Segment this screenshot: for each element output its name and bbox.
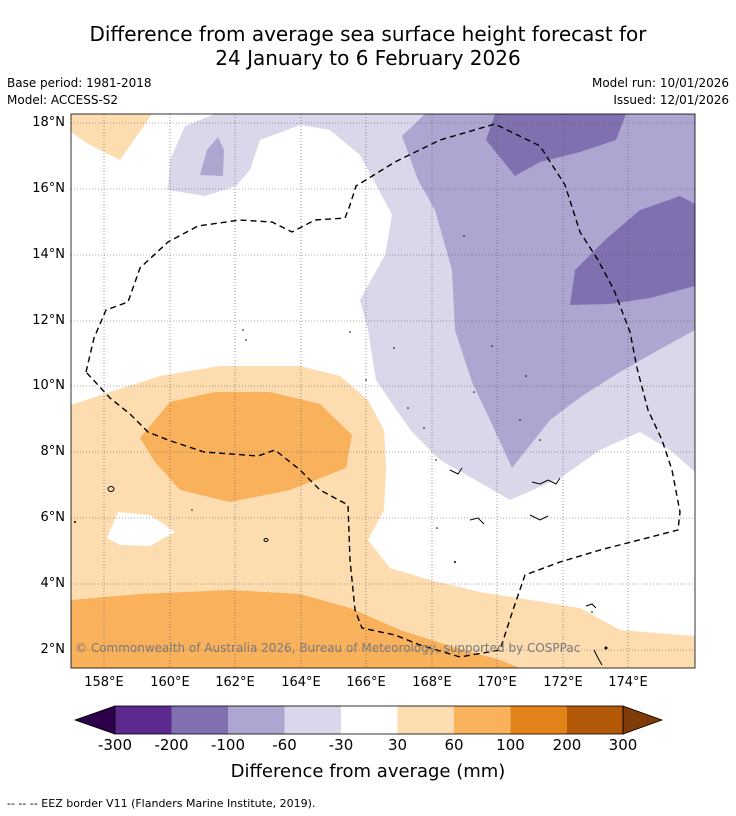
contour-neg60-100-islet	[200, 137, 224, 176]
copyright-credit: © Commonwealth of Australia 2026, Bureau…	[75, 641, 581, 655]
lat-label: 4°N	[40, 576, 66, 591]
lat-label: 6°N	[40, 510, 66, 525]
meta-right: Model run: 10/01/2026 Issued: 12/01/2026	[592, 75, 729, 109]
colorbar-bin-4	[284, 706, 341, 734]
contour-white-hole	[107, 512, 175, 546]
colorbar-extend-high	[622, 705, 664, 735]
lon-label: 172°E	[543, 675, 583, 690]
colorbar-tick: 200	[552, 736, 582, 754]
lat-label: 16°N	[32, 181, 65, 196]
colorbar-bin-2	[171, 706, 228, 734]
contour-60-100-core	[140, 392, 352, 502]
base-period: Base period: 1981-2018	[7, 76, 152, 90]
lon-label: 164°E	[281, 675, 321, 690]
atoll-outlines	[107, 467, 603, 666]
eez-legend-note: -- -- -- EEZ border V11 (Flanders Marine…	[7, 797, 316, 810]
colorbar-extend-low	[73, 705, 116, 735]
lon-label: 160°E	[150, 675, 190, 690]
lon-label: 174°E	[608, 675, 648, 690]
graticule	[71, 114, 695, 668]
colorbar-frame	[114, 705, 624, 735]
chart-title: Difference from average sea surface heig…	[0, 22, 736, 70]
contour-neg60-100	[402, 114, 695, 468]
contour-neg100-200-east	[570, 196, 695, 305]
colorbar	[73, 705, 664, 735]
issued-date: Issued: 12/01/2026	[613, 93, 729, 107]
model-run: Model run: 10/01/2026	[591, 76, 729, 90]
meta-left: Base period: 1981-2018 Model: ACCESS-S2	[7, 75, 152, 109]
colorbar-bin-5	[341, 706, 398, 734]
title-line-1: Difference from average sea surface heig…	[89, 22, 647, 46]
colorbar-title: Difference from average (mm)	[230, 761, 506, 782]
lat-label: 8°N	[40, 444, 66, 459]
colorbar-bin-1	[115, 706, 172, 734]
lat-label: 18°N	[32, 115, 65, 130]
lat-label: 10°N	[32, 378, 65, 393]
colorbar-bin-3	[228, 706, 285, 734]
lon-label: 166°E	[346, 675, 386, 690]
lon-label: 170°E	[477, 675, 517, 690]
colorbar-bin-9	[567, 706, 623, 734]
colorbar-tick: 60	[444, 736, 464, 754]
colorbar-bin-6	[397, 706, 454, 734]
lon-label: 168°E	[412, 675, 452, 690]
colorbar-tick: -300	[97, 736, 133, 754]
colorbar-tick: 100	[496, 736, 525, 754]
islet-dots	[74, 235, 608, 650]
contour-30-60-northwest	[71, 114, 152, 160]
colorbar-tick: -100	[210, 736, 246, 754]
colorbar-tick: -30	[328, 736, 354, 754]
lat-label: 2°N	[40, 642, 66, 657]
colorbar-bin-7	[454, 706, 511, 734]
colorbar-bin-8	[510, 706, 567, 734]
lat-label: 12°N	[32, 313, 65, 328]
model-name: Model: ACCESS-S2	[7, 93, 119, 107]
lon-label: 158°E	[84, 675, 124, 690]
colorbar-tick: -60	[272, 736, 297, 754]
colorbar-tick: -200	[154, 736, 189, 754]
map-frame	[70, 113, 696, 669]
lon-label: 162°E	[215, 675, 255, 690]
map-plot-area	[71, 114, 695, 668]
title-line-2: 24 January to 6 February 2026	[215, 46, 521, 70]
contour-60-100-south	[71, 590, 520, 668]
colorbar-tick: 300	[608, 736, 638, 754]
contour-neg100-200-north	[486, 114, 626, 176]
colorbar-tick: 30	[387, 736, 408, 754]
lat-label: 14°N	[32, 247, 65, 262]
